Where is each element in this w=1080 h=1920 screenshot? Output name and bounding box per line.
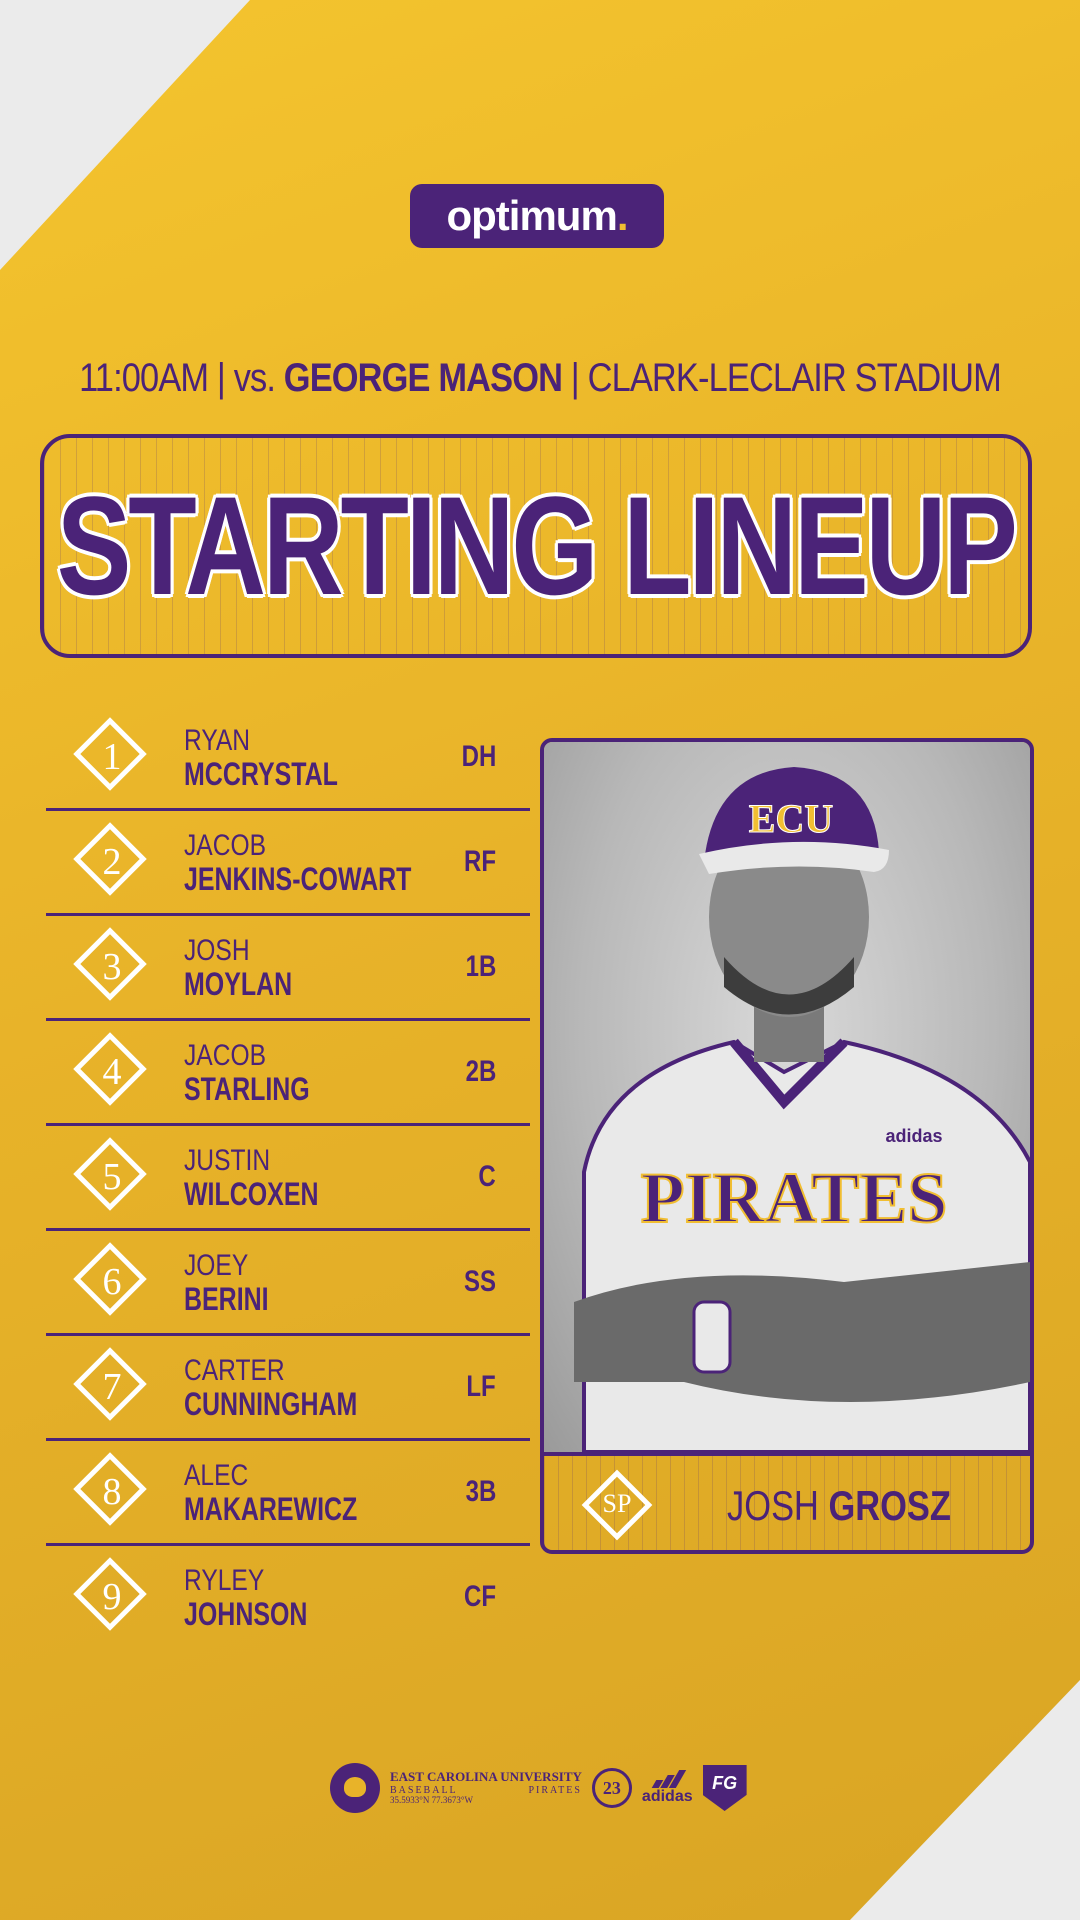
team-name: PIRATES xyxy=(528,1784,582,1796)
adidas-stripes-icon xyxy=(651,1770,686,1788)
opponent-prefix: vs. xyxy=(233,356,276,400)
lineup-row: 2 JACOB JENKINS-COWART RF xyxy=(46,811,530,916)
lineup-row: 8 ALEC MAKAREWICZ 3B xyxy=(46,1441,530,1546)
page-title: STARTING LINEUP xyxy=(57,467,1018,624)
player-first-name: RYLEY xyxy=(184,1564,265,1597)
starting-pitcher-card: ECU PIRATES adidas SP JOSH GROSZ xyxy=(540,738,1034,1554)
player-last-name: WILCOXEN xyxy=(184,1176,319,1212)
season-badge: 23 xyxy=(591,1768,632,1808)
pitcher-last-name: GROSZ xyxy=(828,1482,951,1529)
batting-order: 1 xyxy=(102,736,122,778)
player-last-name: MCCRYSTAL xyxy=(184,756,338,792)
jersey-wordmark: PIRATES xyxy=(641,1158,948,1238)
player-first-name: JOSH xyxy=(184,934,250,967)
corner-accent-bottom-right xyxy=(850,1680,1080,1920)
cap-logo: ECU xyxy=(749,796,833,841)
sport-team-line: BASEBALL PIRATES xyxy=(390,1785,582,1796)
player-position: CF xyxy=(464,1580,496,1613)
player-first-name: CARTER xyxy=(184,1354,285,1387)
player-position: 2B xyxy=(465,1055,496,1088)
lineup-row: 4 JACOB STARLING 2B xyxy=(46,1021,530,1126)
batting-order: 5 xyxy=(102,1156,122,1198)
batting-order: 2 xyxy=(102,841,122,883)
game-time: 11:00AM xyxy=(79,356,209,400)
player-first-name: JACOB xyxy=(184,1039,267,1072)
player-position: SS xyxy=(463,1265,496,1298)
lineup-row: 6 JOEY BERINI SS xyxy=(46,1231,530,1336)
adidas-logo: adidas xyxy=(642,1770,693,1806)
batting-order: 9 xyxy=(102,1576,122,1618)
player-first-name: JACOB xyxy=(184,829,267,862)
sponsor-name: optimum xyxy=(446,192,618,239)
batting-order: 8 xyxy=(102,1471,122,1513)
pirate-skull-icon xyxy=(330,1763,380,1813)
title-banner: STARTING LINEUP xyxy=(40,434,1032,658)
opponent-name: GEORGE MASON xyxy=(283,356,563,400)
lineup-row: 3 JOSH MOYLAN 1B xyxy=(46,916,530,1021)
pitcher-name: JOSH GROSZ xyxy=(704,1482,975,1530)
batting-order: 4 xyxy=(102,1051,122,1093)
jersey-brand: adidas xyxy=(885,1126,942,1146)
player-position: 1B xyxy=(465,950,496,983)
batting-order: 3 xyxy=(102,946,122,988)
player-first-name: JUSTIN xyxy=(184,1144,271,1177)
pitcher-nameplate: SP JOSH GROSZ xyxy=(544,1452,1030,1550)
player-last-name: BERINI xyxy=(184,1281,269,1317)
ecu-wordmark: EAST CAROLINA UNIVERSITY BASEBALL PIRATE… xyxy=(390,1770,582,1805)
player-first-name: RYAN xyxy=(184,724,251,757)
player-first-name: ALEC xyxy=(184,1459,249,1492)
corner-accent-top-left xyxy=(0,0,250,270)
lineup-row: 9 RYLEY JOHNSON CF xyxy=(46,1546,530,1648)
coordinates: 35.5933°N 77.3673°W xyxy=(390,1794,473,1805)
sponsor-logo: optimum. xyxy=(410,184,664,248)
player-position: DH xyxy=(461,740,496,773)
player-first-name: JOEY xyxy=(184,1249,249,1282)
footer-logos: EAST CAROLINA UNIVERSITY BASEBALL PIRATE… xyxy=(330,1760,750,1816)
player-last-name: MOYLAN xyxy=(184,966,293,1002)
pitcher-first-name: JOSH xyxy=(727,1482,819,1529)
school-name: EAST CAROLINA UNIVERSITY xyxy=(390,1769,582,1785)
batting-order: 7 xyxy=(102,1366,122,1408)
player-last-name: CUNNINGHAM xyxy=(184,1386,358,1422)
shield-text: FG xyxy=(712,1773,738,1793)
player-last-name: JENKINS-COWART xyxy=(184,861,412,897)
brand-name: adidas xyxy=(641,1788,693,1805)
lineup-row: 1 RYAN MCCRYSTAL DH xyxy=(46,706,530,811)
player-position: 3B xyxy=(465,1475,496,1508)
player-position: LF xyxy=(466,1370,496,1403)
sport-name: BASEBALL xyxy=(390,1784,458,1796)
shield-logo: FG xyxy=(702,1765,747,1811)
sp-label: SP xyxy=(602,1489,632,1518)
player-position: RF xyxy=(464,845,496,878)
player-photo: ECU PIRATES adidas xyxy=(544,742,1030,1452)
player-silhouette: ECU PIRATES adidas xyxy=(574,767,1030,1452)
batting-order: 6 xyxy=(102,1261,122,1303)
lineup-row: 7 CARTER CUNNINGHAM LF xyxy=(46,1336,530,1441)
player-position: C xyxy=(478,1160,496,1193)
player-last-name: MAKAREWICZ xyxy=(184,1491,358,1527)
sponsor-dot: . xyxy=(616,192,629,239)
venue: CLARK-LECLAIR STADIUM xyxy=(587,356,1002,400)
player-last-name: STARLING xyxy=(184,1071,310,1107)
player-last-name: JOHNSON xyxy=(184,1596,308,1632)
game-info: 11:00AM | vs. GEORGE MASON | CLARK-LECLA… xyxy=(79,356,1002,400)
lineup-list: 1 RYAN MCCRYSTAL DH 2 JACOB JENKINS-COWA… xyxy=(46,706,530,1648)
lineup-row: 5 JUSTIN WILCOXEN C xyxy=(46,1126,530,1231)
